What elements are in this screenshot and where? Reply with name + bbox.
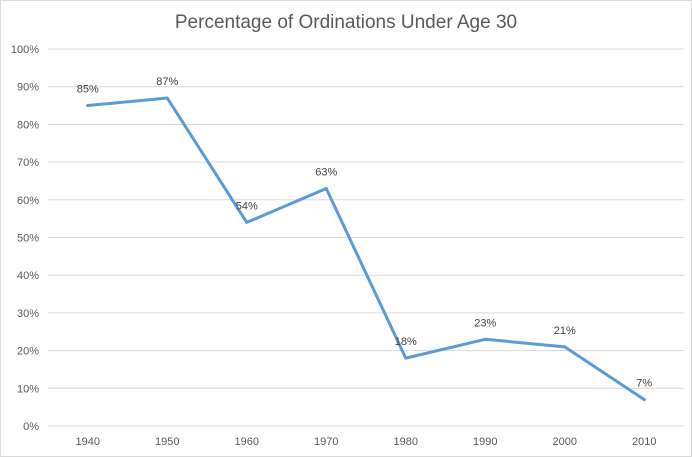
- x-tick-label: 2010: [632, 436, 656, 448]
- data-label: 63%: [315, 166, 337, 178]
- data-label: 87%: [156, 76, 178, 88]
- data-point: [563, 345, 567, 349]
- data-label: 23%: [474, 317, 496, 329]
- series-line: [86, 96, 646, 402]
- x-tick-label: 1980: [394, 436, 418, 448]
- data-label: 54%: [236, 200, 258, 212]
- data-point: [404, 356, 408, 360]
- y-tick-label: 100%: [11, 44, 39, 56]
- data-label: 21%: [554, 325, 576, 337]
- data-point: [324, 186, 328, 190]
- x-tick-label: 2000: [553, 436, 577, 448]
- data-point: [86, 104, 90, 108]
- y-tick-label: 50%: [17, 233, 39, 245]
- x-tick-label: 1940: [76, 436, 100, 448]
- y-tick-label: 40%: [17, 270, 39, 282]
- x-tick-label: 1960: [235, 436, 259, 448]
- y-tick-label: 90%: [17, 82, 39, 94]
- data-point: [165, 96, 169, 100]
- data-point: [483, 337, 487, 341]
- x-tick-label: 1990: [473, 436, 497, 448]
- x-tick-label: 1950: [155, 436, 179, 448]
- y-tick-label: 70%: [17, 157, 39, 169]
- data-point: [642, 398, 646, 402]
- data-label: 18%: [395, 336, 417, 348]
- y-tick-label: 10%: [17, 383, 39, 395]
- y-tick-label: 20%: [17, 346, 39, 358]
- y-tick-label: 80%: [17, 119, 39, 131]
- x-tick-label: 1970: [314, 436, 338, 448]
- y-tick-label: 0%: [23, 421, 39, 433]
- data-label: 7%: [636, 378, 652, 390]
- chart-title: Percentage of Ordinations Under Age 30: [174, 12, 518, 33]
- data-label: 85%: [77, 84, 99, 96]
- y-tick-label: 30%: [17, 308, 39, 320]
- y-tick-label: 60%: [17, 195, 39, 207]
- data-point: [245, 220, 249, 224]
